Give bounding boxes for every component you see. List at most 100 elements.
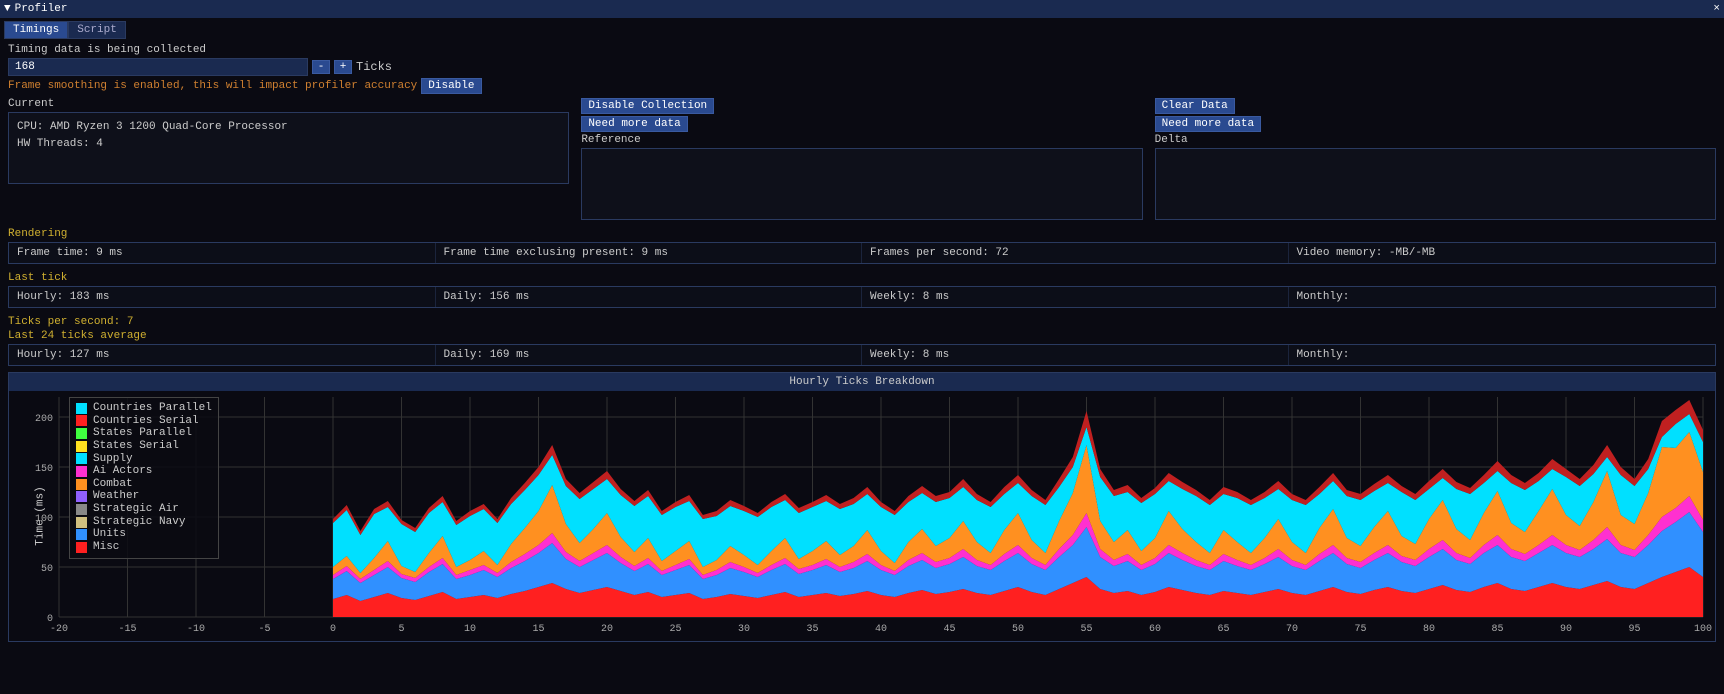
- legend-item: Misc: [76, 541, 212, 554]
- lt-hourly: Hourly: 183 ms: [9, 287, 436, 307]
- svg-text:30: 30: [738, 624, 750, 635]
- svg-text:70: 70: [1286, 624, 1298, 635]
- col-reference: Disable Collection Need more data Refere…: [581, 98, 1142, 220]
- legend-swatch: [76, 453, 87, 464]
- tick-plus-button[interactable]: +: [334, 60, 352, 74]
- legend-label: Units: [93, 528, 126, 541]
- status-collecting: Timing data is being collected: [8, 44, 1716, 56]
- frame-time: Frame time: 9 ms: [9, 243, 436, 263]
- legend-label: Countries Parallel: [93, 402, 212, 415]
- legend-item: Combat: [76, 478, 212, 491]
- svg-text:60: 60: [1149, 624, 1161, 635]
- chart-svg: 050100150200-20-15-10-505101520253035404…: [9, 391, 1715, 641]
- legend-swatch: [76, 479, 87, 490]
- svg-text:50: 50: [41, 564, 53, 575]
- legend-label: Misc: [93, 541, 119, 554]
- svg-text:200: 200: [35, 414, 53, 425]
- legend-label: Ai Actors: [93, 465, 152, 478]
- legend-item: Supply: [76, 453, 212, 466]
- hw-line: HW Threads: 4: [17, 136, 560, 153]
- col-current: Current CPU: AMD Ryzen 3 1200 Quad-Core …: [8, 98, 569, 220]
- legend-item: Countries Parallel: [76, 402, 212, 415]
- svg-text:20: 20: [601, 624, 613, 635]
- disable-smoothing-button[interactable]: Disable: [421, 78, 481, 94]
- svg-text:150: 150: [35, 464, 53, 475]
- legend-item: Strategic Air: [76, 503, 212, 516]
- lt-monthly: Monthly:: [1289, 287, 1716, 307]
- legend-swatch: [76, 529, 87, 540]
- avg24-row: Hourly: 127 ms Daily: 169 ms Weekly: 8 m…: [8, 344, 1716, 366]
- svg-text:-5: -5: [258, 624, 270, 635]
- svg-text:80: 80: [1423, 624, 1435, 635]
- legend-label: States Serial: [93, 440, 179, 453]
- legend-swatch: [76, 542, 87, 553]
- content: Timing data is being collected - + Ticks…: [0, 42, 1724, 644]
- legend-label: Combat: [93, 478, 133, 491]
- avg24-title: Last 24 ticks average: [8, 330, 1716, 342]
- legend-item: States Serial: [76, 440, 212, 453]
- need-more-data-delta[interactable]: Need more data: [1155, 116, 1261, 132]
- legend-label: Supply: [93, 453, 133, 466]
- legend-swatch: [76, 428, 87, 439]
- svg-text:-20: -20: [50, 624, 68, 635]
- svg-text:40: 40: [875, 624, 887, 635]
- ticks-label: Ticks: [356, 60, 392, 74]
- rendering-row: Frame time: 9 ms Frame time exclusing pr…: [8, 242, 1716, 264]
- legend-item: Ai Actors: [76, 465, 212, 478]
- lt-daily: Daily: 156 ms: [436, 287, 863, 307]
- legend-label: Strategic Navy: [93, 516, 185, 529]
- frame-time-excl: Frame time exclusing present: 9 ms: [436, 243, 863, 263]
- svg-text:50: 50: [1012, 624, 1024, 635]
- svg-text:100: 100: [1694, 624, 1712, 635]
- legend-item: Weather: [76, 490, 212, 503]
- legend-swatch: [76, 504, 87, 515]
- tab-script[interactable]: Script: [68, 21, 126, 39]
- svg-text:45: 45: [943, 624, 955, 635]
- last-tick-title: Last tick: [8, 272, 1716, 284]
- video-memory: Video memory: -MB/-MB: [1289, 243, 1716, 263]
- svg-text:25: 25: [669, 624, 681, 635]
- svg-text:10: 10: [464, 624, 476, 635]
- svg-text:85: 85: [1491, 624, 1503, 635]
- legend-item: Countries Serial: [76, 415, 212, 428]
- smoothing-warning: Frame smoothing is enabled, this will im…: [8, 80, 417, 92]
- current-title: Current: [8, 98, 569, 110]
- a24-hourly: Hourly: 127 ms: [9, 345, 436, 365]
- chart-body: Time (ms) Countries ParallelCountries Se…: [9, 391, 1715, 641]
- fps: Frames per second: 72: [862, 243, 1289, 263]
- svg-text:35: 35: [806, 624, 818, 635]
- svg-text:15: 15: [532, 624, 544, 635]
- legend-swatch: [76, 491, 87, 502]
- chart-title: Hourly Ticks Breakdown: [9, 373, 1715, 391]
- close-icon[interactable]: ×: [1713, 3, 1720, 15]
- svg-text:-10: -10: [187, 624, 205, 635]
- svg-text:90: 90: [1560, 624, 1572, 635]
- tick-input[interactable]: [8, 58, 308, 76]
- col-delta: Clear Data Need more data Delta: [1155, 98, 1716, 220]
- legend-item: Strategic Navy: [76, 516, 212, 529]
- titlebar: ▼ Profiler ×: [0, 0, 1724, 18]
- tab-bar: Timings Script: [0, 18, 1724, 42]
- need-more-data-ref[interactable]: Need more data: [581, 116, 687, 132]
- last-tick-row: Hourly: 183 ms Daily: 156 ms Weekly: 8 m…: [8, 286, 1716, 308]
- legend-swatch: [76, 517, 87, 528]
- reference-title: Reference: [581, 134, 1142, 146]
- svg-text:0: 0: [330, 624, 336, 635]
- disable-collection-button[interactable]: Disable Collection: [581, 98, 714, 114]
- legend-swatch: [76, 415, 87, 426]
- legend-swatch: [76, 403, 87, 414]
- legend-label: Strategic Air: [93, 503, 179, 516]
- tick-minus-button[interactable]: -: [312, 60, 330, 74]
- clear-data-button[interactable]: Clear Data: [1155, 98, 1235, 114]
- legend-item: States Parallel: [76, 427, 212, 440]
- chart-legend: Countries ParallelCountries SerialStates…: [69, 397, 219, 559]
- collapse-icon[interactable]: ▼: [4, 3, 11, 15]
- cpu-line: CPU: AMD Ryzen 3 1200 Quad-Core Processo…: [17, 119, 560, 136]
- legend-label: States Parallel: [93, 427, 192, 440]
- a24-monthly: Monthly:: [1289, 345, 1716, 365]
- tab-timings[interactable]: Timings: [4, 21, 68, 39]
- tps-title: Ticks per second: 7: [8, 316, 1716, 328]
- legend-swatch: [76, 441, 87, 452]
- lt-weekly: Weekly: 8 ms: [862, 287, 1289, 307]
- legend-item: Units: [76, 528, 212, 541]
